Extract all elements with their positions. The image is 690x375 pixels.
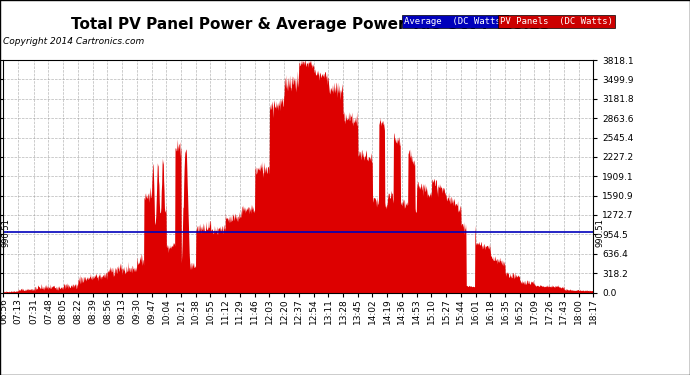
Text: Average  (DC Watts): Average (DC Watts) — [404, 17, 506, 26]
Text: PV Panels  (DC Watts): PV Panels (DC Watts) — [500, 17, 613, 26]
Text: 990.51: 990.51 — [595, 218, 604, 247]
Text: 990.51: 990.51 — [1, 218, 10, 247]
Text: Total PV Panel Power & Average Power Tue Oct 7  18:23: Total PV Panel Power & Average Power Tue… — [70, 17, 551, 32]
Text: Copyright 2014 Cartronics.com: Copyright 2014 Cartronics.com — [3, 38, 145, 46]
